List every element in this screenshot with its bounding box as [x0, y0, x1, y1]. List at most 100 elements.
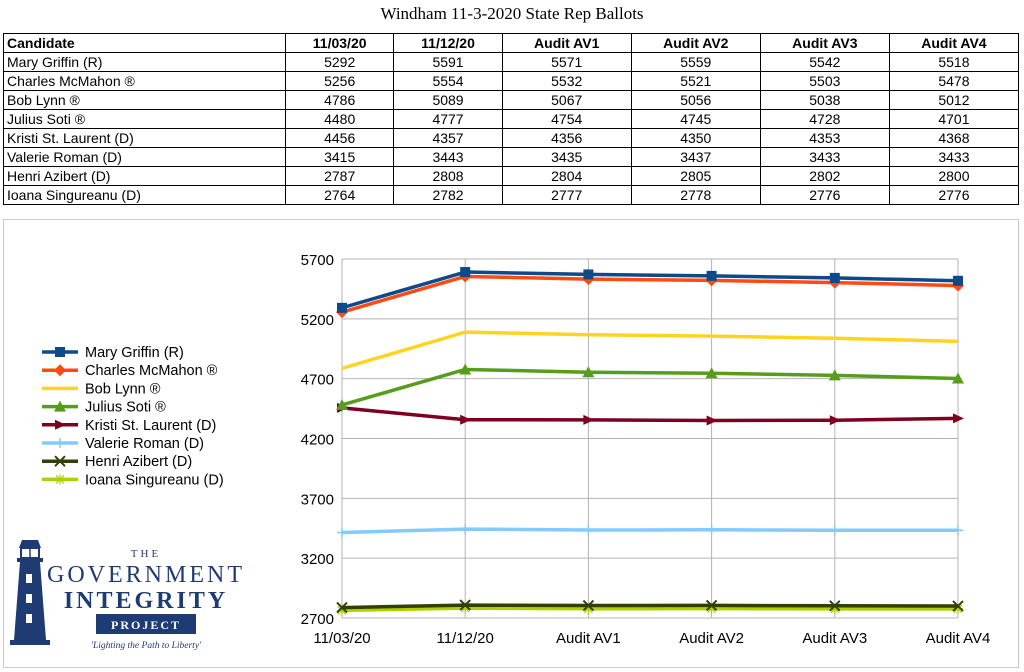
header-audit-1: Audit AV1 — [501, 33, 632, 53]
data-point — [952, 372, 964, 384]
vote-count-cell: 2787 — [284, 166, 395, 186]
data-point — [459, 599, 471, 611]
y-tick-label: 4700 — [301, 372, 334, 389]
y-tick-label: 3700 — [301, 491, 334, 508]
series-line — [341, 330, 959, 371]
government-integrity-project-logo: THE GOVERNMENT INTEGRITY PROJECT 'Lighti… — [10, 540, 245, 651]
vote-count-cell: 2805 — [630, 166, 761, 186]
candidate-name-cell: Valerie Roman (D) — [3, 147, 286, 167]
candidate-name-cell: Charles McMahon ® — [3, 71, 286, 91]
data-point — [829, 525, 840, 536]
x-tick-label: Audit AV3 — [802, 630, 867, 647]
legend-label: Kristi St. Laurent (D) — [85, 418, 216, 434]
vote-count-cell: 4353 — [759, 128, 890, 148]
series-line — [341, 367, 959, 407]
data-point — [583, 269, 594, 280]
data-point — [336, 398, 348, 410]
legend-marker — [55, 419, 66, 430]
logo-tagline: 'Lighting the Path to Liberty' — [91, 641, 202, 651]
vote-count-cell: 4368 — [888, 128, 1020, 148]
header-audit-4: Audit AV4 — [888, 33, 1020, 53]
data-point — [583, 525, 594, 536]
legend-marker — [54, 400, 66, 412]
data-point — [459, 363, 472, 375]
vote-count-cell: 5089 — [393, 90, 503, 110]
x-tick-label: Audit AV2 — [679, 630, 744, 647]
data-point — [460, 267, 471, 278]
data-point — [828, 369, 841, 381]
vote-count-cell: 2776 — [759, 185, 890, 205]
legend-marker — [55, 438, 65, 448]
legend-label: Mary Griffin (R) — [85, 345, 184, 361]
chart-container: 2700 3200 3700 4200 4700 5200 5700 11/03/20 11/1… — [3, 219, 1019, 668]
vote-count-cell: 2800 — [888, 166, 1020, 186]
vote-count-cell: 2778 — [630, 185, 761, 205]
header-date-2: 11/12/20 — [393, 33, 503, 53]
results-table: Candidate 11/03/20 11/12/20 Audit AV1 Au… — [3, 33, 1020, 205]
data-point — [583, 603, 594, 614]
x-tick-label: 11/03/20 — [313, 630, 370, 647]
vote-count-cell: 5554 — [393, 71, 503, 91]
table-row: Ioana Singureanu (D) 2764 2782 2777 2778 2776… — [3, 185, 1020, 205]
vote-count-cell: 5503 — [759, 71, 890, 91]
vote-count-cell: 5478 — [888, 71, 1020, 91]
table-row: Kristi St. Laurent (D) 4456 4357 4356 4350 43… — [3, 128, 1020, 148]
vote-count-cell: 5518 — [888, 52, 1020, 72]
data-point — [829, 600, 841, 612]
data-point — [952, 600, 964, 612]
logo-the: THE — [131, 548, 161, 560]
y-tick-label: 3200 — [301, 551, 334, 568]
legend-label: Ioana Singureanu (D) — [85, 472, 224, 488]
vote-count-cell: 4456 — [284, 128, 395, 148]
vote-count-cell: 3443 — [393, 147, 503, 167]
table-row: Henri Azibert (D) 2787 2808 2804 2805 2802 280… — [3, 166, 1020, 186]
logo-project-banner — [96, 614, 196, 634]
vote-count-cell: 4786 — [284, 90, 395, 110]
table-header-row: Candidate 11/03/20 11/12/20 Audit AV1 Au… — [3, 33, 1020, 53]
y-tick-label: 5700 — [301, 252, 334, 269]
series-line — [341, 270, 959, 310]
data-point — [705, 367, 718, 379]
data-point — [829, 415, 841, 426]
table-row: Bob Lynn ® 4786 5089 5067 5056 5038 5012 — [3, 90, 1020, 110]
vote-count-cell: 5571 — [501, 52, 632, 72]
vote-count-cell: 5521 — [630, 71, 761, 91]
logo-government: GOVERNMENT — [47, 562, 245, 588]
legend-label: Julius Soti ® — [85, 400, 166, 416]
candidate-name-cell: Ioana Singureanu (D) — [3, 185, 286, 205]
candidate-name-cell: Henri Azibert (D) — [3, 166, 286, 186]
legend-label: Bob Lynn ® — [85, 381, 161, 397]
vote-count-cell: 5532 — [501, 71, 632, 91]
vote-count-cell: 4777 — [393, 109, 503, 129]
vote-count-cell: 4350 — [630, 128, 761, 148]
table-row: Mary Griffin (R) 5292 5591 5571 5559 5542 5518 — [3, 52, 1020, 72]
legend-marker — [55, 347, 65, 357]
candidate-name-cell: Kristi St. Laurent (D) — [3, 128, 286, 148]
legend-label: Henri Azibert (D) — [85, 454, 192, 470]
data-point — [953, 525, 963, 536]
data-point — [336, 601, 348, 614]
vote-count-cell: 4480 — [284, 109, 395, 129]
logo-integrity: INTEGRITY — [64, 588, 228, 614]
data-point — [953, 275, 963, 286]
series-line — [341, 406, 959, 423]
candidate-name-cell: Bob Lynn ® — [3, 90, 286, 110]
vote-count-cell: 4701 — [888, 109, 1020, 129]
header-audit-3: Audit AV3 — [759, 33, 890, 53]
series-line — [341, 603, 959, 610]
series-line — [341, 274, 959, 314]
candidate-name-cell: Mary Griffin (R) — [3, 52, 286, 72]
data-point — [829, 272, 840, 283]
vote-count-cell: 2802 — [759, 166, 890, 186]
vote-count-cell: 5542 — [759, 52, 890, 72]
vote-count-cell: 5056 — [630, 90, 761, 110]
legend-marker — [54, 364, 66, 377]
vote-count-cell: 2804 — [501, 166, 632, 186]
vote-count-cell: 4356 — [501, 128, 632, 148]
data-point — [706, 524, 717, 535]
vote-count-cell: 3433 — [888, 147, 1020, 167]
data-point — [582, 366, 595, 378]
vote-count-cell: 5559 — [630, 52, 761, 72]
vote-count-cell: 2777 — [501, 185, 632, 205]
y-tick-label: 2700 — [301, 611, 334, 628]
